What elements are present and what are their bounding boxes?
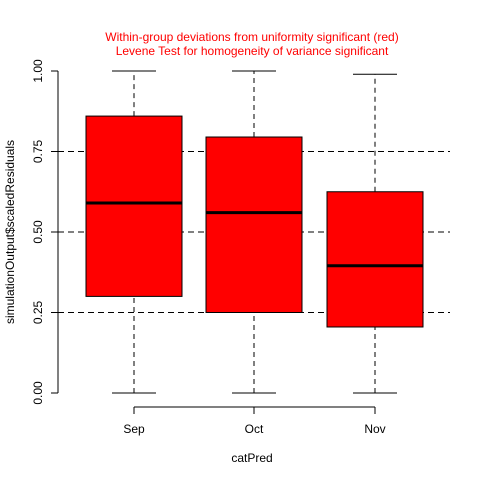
box-sep-rect bbox=[85, 115, 183, 297]
box-oct-rect bbox=[205, 136, 303, 313]
y-tick-label-3: 0.75 bbox=[31, 139, 45, 163]
x-tick-label-oct: Oct bbox=[245, 422, 264, 436]
box-nov-rect bbox=[326, 191, 424, 328]
chart-title-line-1: Within-group deviations from uniformity … bbox=[105, 30, 398, 44]
x-axis-label: catPred bbox=[231, 451, 272, 465]
y-tick-label-0: 0.00 bbox=[31, 381, 45, 405]
y-tick-label-2: 0.50 bbox=[31, 220, 45, 244]
y-tick-label-4: 1.00 bbox=[31, 59, 45, 83]
x-tick-label-nov: Nov bbox=[364, 422, 385, 436]
y-tick-label-1: 0.25 bbox=[31, 300, 45, 324]
x-tick-label-sep: Sep bbox=[123, 422, 145, 436]
chart-title-line-2: Levene Test for homogeneity of variance … bbox=[116, 44, 389, 58]
y-axis-label: simulationOutput$scaledResiduals bbox=[3, 140, 17, 324]
plot-area: 0.00 0.25 0.50 0.75 1.00 Sep Oct Nov bbox=[31, 59, 450, 436]
